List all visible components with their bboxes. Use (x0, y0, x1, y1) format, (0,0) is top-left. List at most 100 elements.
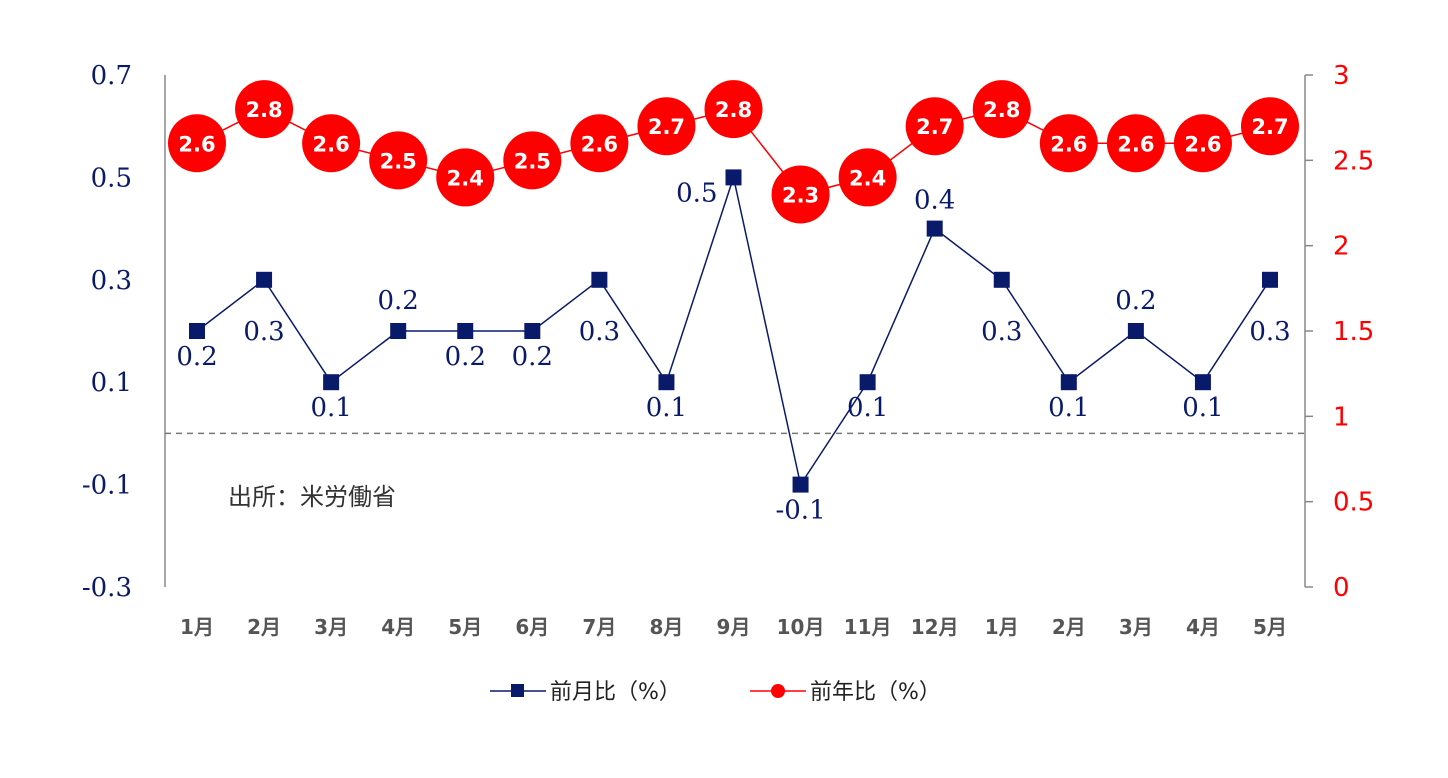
yoy-marker (704, 80, 763, 139)
yoy-data-label: 2.6 (178, 132, 215, 156)
mom-data-label: 0.2 (176, 342, 217, 372)
x-axis-tick-label: 11月 (844, 615, 892, 639)
yoy-data-label: 2.6 (1050, 132, 1087, 156)
mom-data-label: 0.3 (981, 317, 1022, 347)
right-axis-tick-label: 1.5 (1333, 317, 1374, 347)
left-axis-tick-label: 0.5 (91, 163, 132, 193)
right-axis-ticks: 3 2.5 2 1.5 1 0.5 0 (1333, 61, 1374, 603)
x-axis-tick-label: 4月 (381, 615, 415, 639)
axes (164, 74, 1313, 588)
mom-marker (1194, 374, 1211, 391)
mom-series-line (196, 174, 1271, 487)
yoy-marker (1173, 114, 1232, 173)
yoy-marker (168, 114, 226, 173)
mom-data-label: 0.1 (847, 393, 888, 423)
yoy-data-label: 2.8 (715, 98, 752, 122)
yoy-data-label: 2.7 (916, 115, 953, 139)
x-axis-tick-label: 8月 (649, 615, 683, 639)
yoy-marker (570, 114, 629, 173)
mom-data-label: 0.2 (445, 342, 486, 372)
yoy-marker (1241, 97, 1299, 156)
yoy-marker (838, 148, 897, 207)
yoy-data-label: 2.4 (447, 166, 484, 190)
right-axis-tick-label: 2.5 (1333, 146, 1374, 176)
mom-marker (524, 323, 541, 339)
yoy-marker (369, 131, 428, 190)
mom-data-label: 0.5 (676, 178, 717, 208)
mom-marker (792, 476, 809, 493)
legend: 前月比（%） 前年比（%） (490, 680, 941, 705)
right-axis-tick-label: 1 (1333, 402, 1350, 432)
mom-data-label: 0.2 (512, 342, 553, 372)
mom-data-label: 0.3 (1249, 317, 1290, 347)
yoy-data-label: 2.6 (1184, 132, 1221, 156)
right-axis-tick-label: 3 (1333, 61, 1350, 91)
yoy-data-label: 2.8 (983, 98, 1020, 122)
x-axis-tick-label: 2月 (1052, 615, 1086, 639)
yoy-data-label: 2.8 (245, 98, 282, 122)
yoy-marker (771, 165, 830, 224)
yoy-marker (503, 131, 562, 190)
right-axis-tick-label: 0.5 (1333, 488, 1374, 518)
mom-data-label: 0.1 (1182, 393, 1223, 423)
yoy-data-label: 2.7 (648, 115, 685, 139)
right-axis-tick-label: 2 (1333, 232, 1350, 262)
mom-data-label: 0.3 (579, 317, 620, 347)
yoy-data-label: 2.6 (581, 132, 618, 156)
legend-mom-label: 前月比（%） (550, 680, 681, 705)
mom-marker (457, 323, 474, 339)
yoy-marker (235, 80, 294, 139)
right-axis-tick-label: 0 (1333, 573, 1350, 603)
left-axis-tick-label: 0.1 (91, 368, 132, 398)
yoy-data-label: 2.4 (849, 166, 886, 190)
mom-marker (1060, 374, 1077, 391)
mom-marker (1262, 271, 1278, 288)
x-axis-tick-label: 2月 (247, 615, 281, 639)
mom-marker (725, 169, 742, 186)
x-axis-tick-label: 3月 (1119, 615, 1153, 639)
mom-marker (256, 271, 273, 288)
yoy-marker (302, 114, 361, 173)
left-axis-tick-label: -0.3 (82, 573, 132, 603)
x-axis-tick-label: 6月 (515, 615, 549, 639)
legend-yoy-marker (771, 684, 785, 698)
legend-mom-marker (511, 684, 524, 697)
mom-data-label: 0.1 (646, 393, 687, 423)
yoy-data-label: 2.6 (1117, 132, 1154, 156)
x-axis-tick-label: 12月 (911, 615, 959, 639)
mom-marker (1127, 323, 1144, 339)
x-axis-tick-label: 9月 (717, 615, 751, 639)
mom-series: 0.2 0.3 0.1 0.2 0.2 0.2 0.3 0.1 0.5 -0.1 0.1 0.4 0.3… (176, 169, 1291, 526)
mom-marker (390, 323, 407, 339)
legend-yoy-label: 前年比（%） (810, 680, 941, 705)
x-axis-tick-label: 4月 (1186, 615, 1220, 639)
mom-data-label: 0.2 (378, 286, 419, 316)
x-axis-ticks: 1月 2月 3月 4月 5月 6月 7月 8月 9月 10月 11月 12月 1月 2月 3月 4月 5月 (180, 615, 1287, 639)
x-axis-tick-label: 1月 (985, 615, 1019, 639)
yoy-marker (1039, 114, 1098, 173)
yoy-marker (436, 148, 495, 207)
mom-marker (926, 220, 943, 237)
left-axis-tick-label: -0.1 (82, 471, 132, 501)
yoy-data-label: 2.3 (782, 183, 819, 207)
yoy-marker (972, 80, 1031, 139)
left-axis-tick-label: 0.7 (91, 61, 132, 91)
left-axis-ticks: 0.7 0.5 0.3 0.1 -0.1 -0.3 (82, 61, 132, 603)
mom-marker (189, 323, 205, 339)
mom-data-label: 0.1 (310, 393, 351, 423)
yoy-data-label: 2.5 (514, 149, 551, 173)
yoy-marker (637, 97, 696, 156)
mom-data-label: 0.4 (914, 186, 955, 216)
yoy-series: 2.6 2.8 2.6 2.5 2.4 2.5 2.6 2.7 2.8 2.3 2.4 2.7 2.8 2… (168, 80, 1299, 224)
mom-data-label: 0.2 (1115, 286, 1156, 316)
x-axis-tick-label: 7月 (582, 615, 616, 639)
yoy-marker (905, 97, 964, 156)
source-annotation: 出所：米労働省 (228, 483, 396, 511)
mom-marker (323, 374, 340, 391)
yoy-marker (1106, 114, 1165, 173)
mom-marker (993, 271, 1010, 288)
x-axis-tick-label: 3月 (314, 615, 348, 639)
yoy-data-label: 2.5 (380, 149, 417, 173)
mom-data-label: -0.1 (775, 496, 825, 526)
